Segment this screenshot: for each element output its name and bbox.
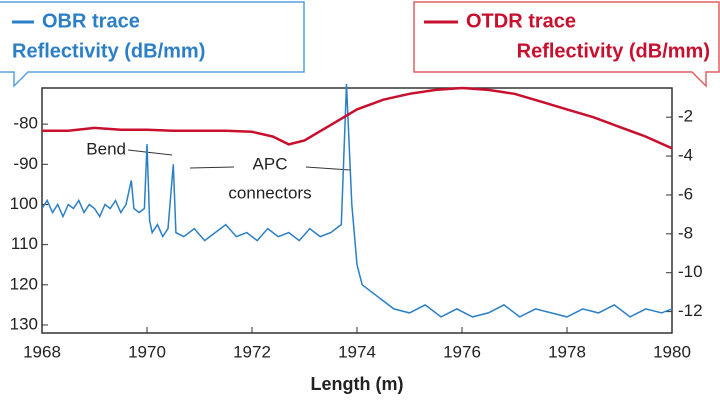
y-tick-label: -80 — [13, 114, 38, 133]
y-tick-label: 100 — [10, 194, 38, 213]
x-axis-label: Length (m) — [311, 374, 404, 394]
x-tick-label: 1974 — [338, 342, 376, 361]
legend-label: OBR trace — [42, 10, 140, 32]
series-line — [42, 86, 673, 150]
right-legend-box — [413, 1, 720, 88]
y2-tick-label: -12 — [678, 301, 703, 320]
annotation-leader — [189, 166, 235, 169]
y2-tick-label: -6 — [678, 184, 693, 203]
y2-tick-label: -2 — [678, 107, 693, 126]
x-tick-label: 1980 — [653, 342, 691, 361]
y2-axis-label: Reflectivity (dB/mm) — [517, 40, 710, 62]
left-legend-box — [0, 1, 305, 88]
annotation: connectors — [228, 183, 311, 202]
y-axis-label: Reflectivity (dB/mm) — [12, 40, 205, 62]
y2-tick-label: -10 — [678, 262, 703, 281]
legend-label: OTDR trace — [466, 10, 576, 32]
x-tick-label: 1972 — [233, 342, 271, 361]
x-tick-label: 1970 — [128, 342, 166, 361]
x-tick-label: 1968 — [23, 342, 61, 361]
y-tick-label: 130 — [10, 314, 38, 333]
x-tick-label: 1976 — [443, 342, 481, 361]
series-line — [41, 83, 673, 318]
y2-tick-label: -8 — [678, 223, 693, 242]
annotation-leader — [127, 149, 173, 156]
x-tick-label: 1978 — [548, 342, 586, 361]
y-tick-label: 110 — [11, 234, 38, 253]
y-tick-label: 120 — [10, 274, 38, 293]
annotation: Bend — [86, 139, 126, 158]
annotation: APC — [253, 154, 288, 173]
y2-tick-label: -4 — [678, 146, 693, 165]
y-tick-label: -90 — [13, 154, 38, 173]
